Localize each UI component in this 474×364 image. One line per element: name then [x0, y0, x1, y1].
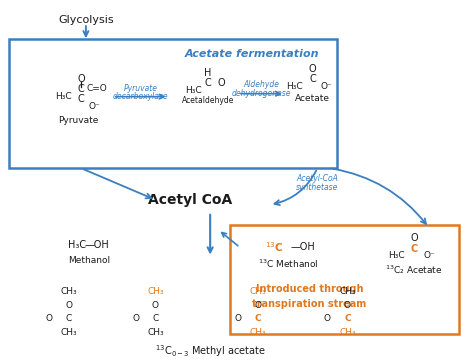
Text: decarboxylase: decarboxylase [113, 92, 168, 101]
Text: Acetate: Acetate [295, 94, 330, 103]
Text: C: C [205, 78, 211, 88]
Text: Glycolysis: Glycolysis [58, 15, 114, 25]
Text: Methanol: Methanol [68, 256, 110, 265]
Text: CH₃: CH₃ [61, 287, 77, 296]
Text: dehydrogenase: dehydrogenase [232, 89, 292, 98]
Text: Acetyl CoA: Acetyl CoA [148, 193, 232, 207]
Text: $^{13}$C₂ Acetate: $^{13}$C₂ Acetate [385, 263, 443, 276]
Text: H: H [204, 68, 212, 78]
Text: O: O [309, 64, 316, 74]
Text: O: O [46, 314, 53, 324]
Text: $^{13}$C: $^{13}$C [265, 241, 284, 254]
Text: O: O [235, 314, 241, 324]
Text: C: C [152, 314, 159, 324]
Text: O⁻: O⁻ [89, 102, 100, 111]
Text: C: C [78, 84, 84, 94]
Text: O: O [152, 301, 159, 309]
Text: Aldehyde: Aldehyde [244, 80, 280, 89]
Text: CH₃: CH₃ [147, 328, 164, 337]
Text: $^{13}$C$_{0-3}$ Methyl acetate: $^{13}$C$_{0-3}$ Methyl acetate [155, 343, 265, 359]
Text: Pyruvate: Pyruvate [124, 84, 157, 93]
Text: C=O: C=O [86, 84, 107, 93]
Text: C: C [255, 314, 261, 324]
Text: synthetase: synthetase [296, 183, 339, 193]
Text: O: O [410, 233, 418, 242]
Text: H₃C: H₃C [185, 86, 201, 95]
Text: C: C [344, 314, 351, 324]
Text: CH₃: CH₃ [339, 328, 356, 337]
Text: O⁻: O⁻ [320, 82, 332, 91]
Text: Introduced through: Introduced through [256, 284, 364, 294]
Text: H₃C: H₃C [55, 92, 72, 101]
Text: $^{13}$C Methanol: $^{13}$C Methanol [258, 257, 319, 270]
Text: Acetyl-CoA: Acetyl-CoA [297, 174, 338, 182]
Text: CH₃: CH₃ [250, 328, 266, 337]
Text: C: C [66, 314, 72, 324]
Bar [9, 39, 337, 168]
Text: C: C [410, 245, 418, 254]
Text: O: O [324, 314, 331, 324]
Text: —OH: —OH [84, 240, 109, 249]
Text: O: O [77, 74, 85, 84]
Text: CH₃: CH₃ [339, 287, 356, 296]
Text: O⁻: O⁻ [424, 251, 436, 260]
Text: H₃C: H₃C [286, 82, 303, 91]
Bar [230, 225, 459, 334]
Text: transpiration stream: transpiration stream [253, 299, 367, 309]
Text: Pyruvate: Pyruvate [58, 116, 98, 125]
Text: CH₃: CH₃ [61, 328, 77, 337]
Text: H₃C: H₃C [388, 251, 404, 260]
Text: H₃C: H₃C [68, 240, 86, 249]
Text: CH₃: CH₃ [147, 287, 164, 296]
Text: O: O [132, 314, 139, 324]
Text: O: O [344, 301, 351, 309]
Text: —OH: —OH [290, 242, 315, 253]
Text: Acetaldehyde: Acetaldehyde [182, 96, 234, 105]
Text: O: O [255, 301, 261, 309]
Text: O: O [217, 78, 225, 88]
Text: C: C [309, 74, 316, 84]
Text: C: C [78, 94, 84, 104]
Text: Acetate fermentation: Acetate fermentation [185, 49, 319, 59]
Text: O: O [65, 301, 73, 309]
Text: CH₃: CH₃ [250, 287, 266, 296]
